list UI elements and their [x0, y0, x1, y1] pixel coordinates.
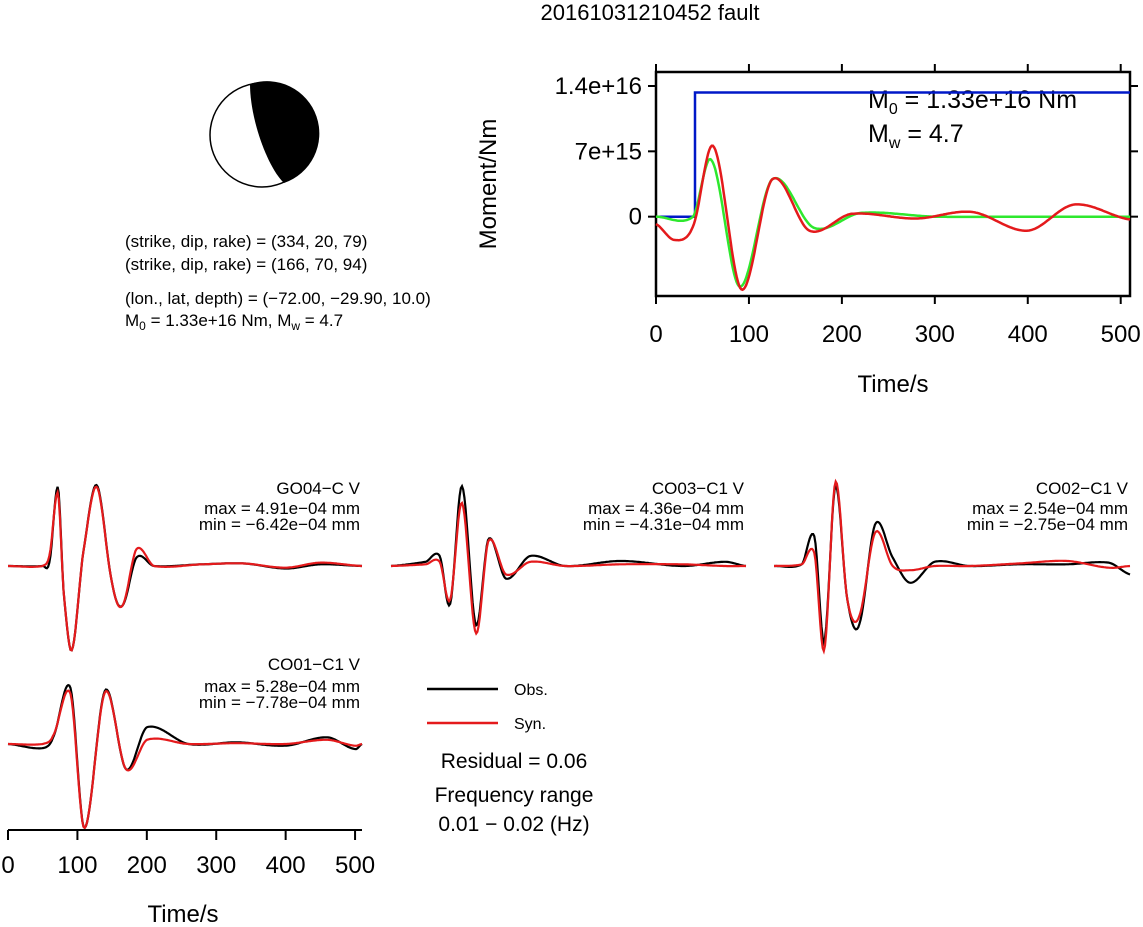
station-max: max = 5.28e−04 mm: [204, 677, 360, 696]
station-min: min = −4.31e−04 mm: [583, 515, 744, 534]
moment-xlabel: Time/s: [857, 371, 928, 398]
moment-annotation-m0: M0 = 1.33e+16 Nm: [868, 86, 1077, 118]
moment-frame: [654, 70, 1132, 298]
waveform-xtick-label: 0: [1, 852, 14, 879]
station-min: min = −7.78e−04 mm: [199, 693, 360, 712]
station-name: CO02−C1 V: [1036, 479, 1129, 498]
moment-ticks: 1.4e+16 7e+15 0 0 100 200 300 400 500: [555, 64, 1141, 348]
station-max: max = 4.91e−04 mm: [204, 499, 360, 518]
waveform-syn-2: [391, 501, 746, 636]
station-panels: GO04−C V max = 4.91e−04 mm min = −6.42e−…: [7, 478, 1131, 830]
waveform-syn-4: [8, 689, 363, 830]
station-panel-co03: CO03−C1 V max = 4.36e−04 mm min = −4.31e…: [583, 479, 745, 534]
moment-xtick-label: 0: [649, 321, 662, 348]
waveform-xtick-label: 500: [335, 852, 375, 879]
station-panel-go04: GO04−C V max = 4.91e−04 mm min = −6.42e−…: [199, 479, 361, 534]
moment-ytick-label: 1.4e+16: [555, 73, 642, 100]
moment-xtick-label: 500: [1101, 321, 1141, 348]
waveform-syn-1: [8, 485, 363, 652]
waveform-syn-3: [774, 478, 1131, 655]
station-name: CO03−C1 V: [652, 479, 745, 498]
waveform-xtick-label: 400: [266, 852, 306, 879]
figure-title: 20161031210452 fault: [541, 0, 760, 25]
station-min: min = −2.75e−04 mm: [967, 515, 1128, 534]
waveform-xtick-label: 200: [127, 852, 167, 879]
residual-label: Residual = 0.06: [441, 750, 588, 773]
moment-xtick-label: 100: [729, 321, 769, 348]
moment-annotation-mw: Mw = 4.7: [868, 120, 964, 152]
station-panel-co01: CO01−C1 V max = 5.28e−04 mm min = −7.78e…: [199, 655, 361, 712]
waveform-xlabel: Time/s: [147, 901, 218, 927]
station-max: max = 2.54e−04 mm: [972, 499, 1128, 518]
magnitude-info: M0 = 1.33e+16 Nm, Mw = 4.7: [125, 311, 343, 333]
nodal-plane-1: (strike, dip, rake) = (334, 20, 79): [125, 232, 367, 251]
moment-xtick-label: 300: [915, 321, 955, 348]
beachball: [209, 81, 320, 188]
legend-obs-label: Obs.: [514, 682, 548, 699]
nodal-plane-2: (strike, dip, rake) = (166, 70, 94): [125, 255, 367, 274]
station-max: max = 4.36e−04 mm: [588, 499, 744, 518]
legend: Obs. Syn.: [427, 682, 548, 733]
station-name: GO04−C V: [276, 479, 360, 498]
waveform-xtick-label: 300: [196, 852, 236, 879]
station-panel-co02: CO02−C1 V max = 2.54e−04 mm min = −2.75e…: [967, 479, 1129, 534]
waveform-xtick-label: 100: [57, 852, 97, 879]
moment-series-stf_obs: [655, 144, 1131, 292]
waveform-time-axis: 0 100 200 300 400 500 Time/s: [1, 829, 375, 927]
moment-ylabel: Moment/Nm: [475, 119, 502, 250]
station-min: min = −6.42e−04 mm: [199, 515, 360, 534]
legend-syn-label: Syn.: [514, 716, 546, 733]
focal-info: (strike, dip, rake) = (334, 20, 79) (str…: [125, 232, 431, 333]
location-info: (lon., lat, depth) = (−72.00, −29.90, 10…: [125, 289, 431, 308]
moment-ytick-label: 7e+15: [575, 138, 642, 165]
station-name: CO01−C1 V: [268, 655, 361, 674]
moment-xtick-label: 200: [822, 321, 862, 348]
frequency-range-value: 0.01 − 0.02 (Hz): [438, 813, 589, 836]
moment-ytick-label: 0: [629, 204, 642, 231]
moment-xtick-label: 400: [1008, 321, 1048, 348]
frequency-range-label: Frequency range: [435, 784, 594, 807]
moment-series-moment: [656, 91, 1130, 218]
